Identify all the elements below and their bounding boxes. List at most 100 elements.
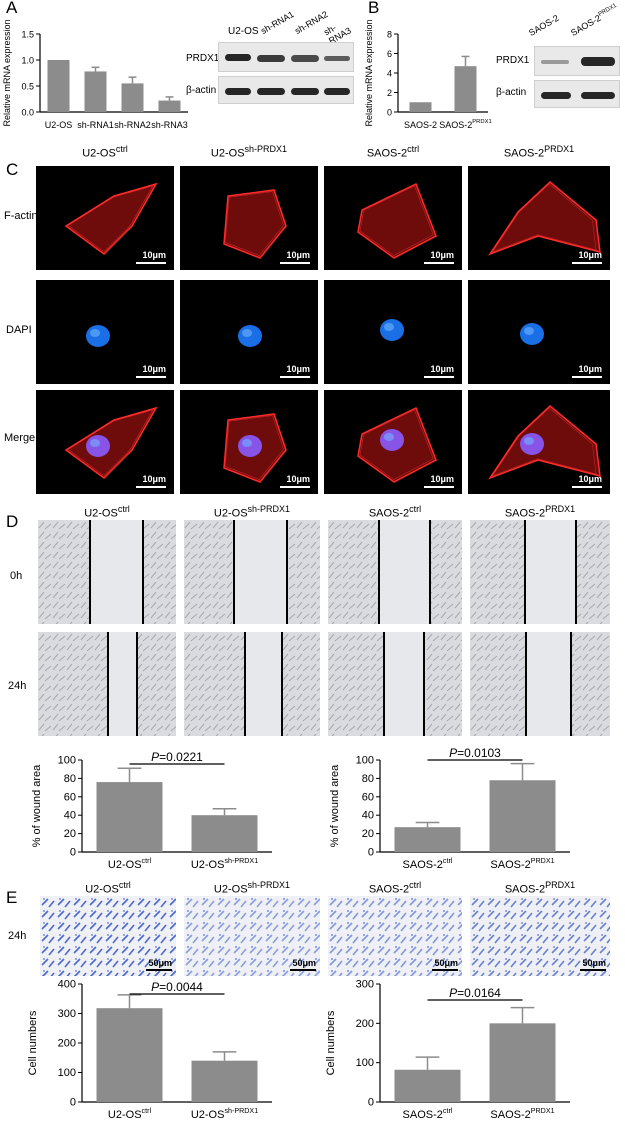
scale-bar [424, 376, 454, 378]
y-axis-label: Relative mRNA expression [2, 20, 12, 127]
blot-b-actin [534, 80, 620, 108]
scale-label: 10μm [430, 250, 454, 260]
bar [158, 100, 181, 112]
p-value: P=0.0103 [449, 746, 501, 760]
scale-bar [572, 486, 602, 488]
scale-bar [280, 262, 310, 264]
scale-bar [424, 262, 454, 264]
blot-a-header-1: U2-OS [228, 26, 259, 37]
scale-bar [424, 486, 454, 488]
panel-label-d: D [6, 512, 19, 531]
y-tick-label: 200 [58, 1038, 76, 1050]
transwell-image: 50μm [40, 896, 176, 976]
y-tick-label: 6 [387, 49, 392, 59]
y-tick-label: 20 [362, 828, 374, 840]
y-tick-label: 40 [64, 810, 76, 822]
p-value: P=0.0164 [449, 986, 501, 1000]
blot-a-prdx1 [218, 42, 354, 72]
dapi-image: 10μm [468, 280, 610, 384]
scale-label: 10μm [578, 474, 602, 484]
scale-label: 50μm [292, 958, 316, 968]
d-row-label-24h: 24h [8, 680, 27, 692]
wound-0h-image [328, 520, 462, 624]
scale-label: 10μm [286, 474, 310, 484]
panel-d-left-chart: 0 20 40 60 80 100 % of wound area U2-OSctrl U2-O… [31, 750, 272, 871]
x-tick-label: SAOS-2PRDX1 [439, 119, 492, 130]
merge-image: 10μm [468, 390, 610, 494]
wound-24h-image [470, 632, 610, 736]
panel-label-a: A [6, 0, 18, 17]
y-tick-label: 300 [356, 979, 374, 991]
wound-0h-image [184, 520, 320, 624]
d-col-header-4: SAOS-2PRDX1 [504, 504, 576, 520]
y-tick-label: 0 [368, 1097, 374, 1109]
y-tick-label: 300 [58, 1008, 76, 1020]
scale-label: 10μm [142, 474, 166, 484]
d-col-header-2: U2-OSsh-PRDX1 [213, 504, 291, 520]
wound-24h-image [38, 632, 176, 736]
scale-label: 10μm [286, 364, 310, 374]
e-col-header-2: U2-OSsh-PRDX1 [213, 880, 291, 896]
c-row-label-factin: F-actin [4, 210, 38, 222]
merge-image: 10μm [324, 390, 462, 494]
dapi-image: 10μm [180, 280, 318, 384]
scale-label: 10μm [430, 474, 454, 484]
y-tick-label: 2 [387, 88, 392, 98]
blot-a-headers: U2-OS sh-RNA1 sh-RNA2 sh-RNA3 [228, 6, 358, 46]
bar [191, 1060, 258, 1102]
panel-a-bar-chart: 0.0 0.5 1.0 1.5 Relative mRNA expression U2-O… [2, 20, 188, 130]
factin-image: 10μm [324, 166, 462, 270]
x-tick-label: U2-OSctrl [108, 1107, 152, 1121]
p-value: P=0.0044 [151, 980, 203, 994]
c-col-header-4: SAOS-2PRDX1 [503, 144, 575, 160]
x-tick-label: sh-RNA3 [151, 120, 188, 130]
scale-label: 50μm [148, 958, 172, 968]
blot-b-header-1: SAOS-2 [527, 12, 561, 38]
y-tick-label: 4 [387, 69, 392, 79]
x-tick-label: U2-OSsh-PRDX1 [191, 1107, 258, 1121]
p-value: P=0.0221 [151, 750, 203, 764]
scale-bar [580, 969, 606, 971]
blot-a-row-prdx1: PRDX1 [186, 53, 220, 64]
y-tick-label: 60 [64, 791, 76, 803]
factin-image: 10μm [468, 166, 610, 270]
merge-image: 10μm [180, 390, 318, 494]
bar [454, 66, 477, 112]
x-tick-label: U2-OSctrl [108, 857, 152, 871]
blot-b-headers: SAOS-2 SAOS-2PRDX1 [527, 3, 625, 40]
scale-label: 10μm [430, 364, 454, 374]
c-col-header-2: U2-OSsh-PRDX1 [210, 144, 288, 160]
y-tick-label: 100 [356, 755, 374, 767]
y-tick-label: 200 [356, 1018, 374, 1030]
y-tick-label: 80 [362, 773, 374, 785]
panel-e-right-chart: 0 100 200 300 Cell numbers SAOS-2ctrl SAOS-2PR… [325, 979, 570, 1121]
bar [96, 782, 163, 852]
d-col-header-3: SAOS-2ctrl [368, 504, 422, 520]
bar [47, 60, 70, 112]
wound-0h-image [470, 520, 610, 624]
y-tick-label: 0 [70, 1097, 76, 1109]
y-tick-label: 100 [58, 755, 76, 767]
scale-bar [280, 486, 310, 488]
transwell-image: 50μm [470, 896, 610, 976]
bar [121, 83, 144, 112]
scale-label: 10μm [578, 250, 602, 260]
panel-label-b: B [368, 0, 380, 17]
factin-image: 10μm [180, 166, 318, 270]
x-tick-label: SAOS-2PRDX1 [490, 857, 554, 871]
x-tick-label: SAOS-2 [404, 120, 437, 130]
y-tick-label: 0.0 [21, 108, 34, 118]
y-tick-label: 100 [58, 1067, 76, 1079]
y-tick-label: 0 [387, 108, 392, 118]
bar [394, 1069, 461, 1102]
scale-label: 50μm [434, 958, 458, 968]
blot-a-actin [218, 76, 354, 104]
x-tick-label: SAOS-2ctrl [403, 1107, 453, 1121]
y-tick-label: 1.0 [21, 56, 34, 66]
wound-24h-image [184, 632, 320, 736]
d-row-label-0h: 0h [10, 570, 23, 582]
y-tick-label: 0 [368, 847, 374, 859]
scale-label: 10μm [286, 250, 310, 260]
bar [409, 102, 432, 112]
panel-b-bar-chart: 0 2 4 6 8 Relative mRNA expression SAOS-2 SAOS-… [364, 20, 492, 130]
